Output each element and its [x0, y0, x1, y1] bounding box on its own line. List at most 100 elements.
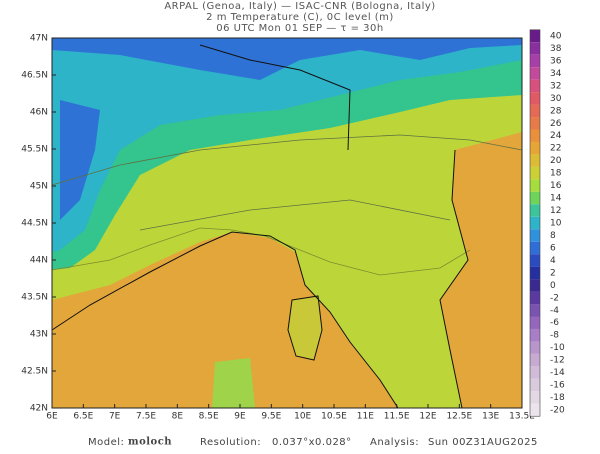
colorbar-label: 12 — [550, 206, 561, 216]
colorbar-swatch — [530, 154, 540, 167]
footer-label: Resolution: — [200, 437, 261, 448]
colorbar-swatch — [530, 129, 540, 142]
colorbar-swatch — [530, 29, 540, 43]
lon-tick-label: 6.5E — [73, 412, 93, 422]
colorbar-swatch — [530, 341, 540, 354]
colorbar-label: -20 — [550, 406, 565, 416]
colorbar-swatch — [530, 104, 540, 118]
lon-tick-label: 8.5E — [199, 412, 219, 422]
lon-tick-label: 12E — [419, 412, 436, 422]
colorbar-swatch — [530, 316, 540, 329]
colorbar-label: 32 — [550, 81, 561, 91]
lat-tick-label: 43.5N — [21, 293, 48, 303]
colorbar-label: -18 — [550, 393, 565, 403]
lat-tick-label: 44.5N — [21, 219, 48, 229]
lon-tick-label: 11.5E — [384, 412, 410, 422]
lon-tick-label: 13E — [482, 412, 499, 422]
colorbar-swatch — [530, 266, 540, 280]
colorbar-label: 36 — [550, 56, 562, 66]
lat-tick-label: 45.5N — [21, 145, 48, 155]
lat-tick-label: 47N — [30, 34, 48, 44]
colorbar-label: 20 — [550, 156, 562, 166]
colorbar-swatch — [530, 403, 540, 417]
colorbar-label: -8 — [550, 331, 559, 341]
colorbar-swatch — [530, 54, 540, 68]
lon-tick-label: 10E — [294, 412, 311, 422]
colorbar-label: 0 — [550, 281, 556, 291]
axis-ticks: 47N 46.5N 46N 45.5N 45N 44.5N 44N 43.5N 43N 42.5N… — [21, 34, 535, 422]
sardinia — [212, 358, 255, 408]
lat-tick-label: 45N — [30, 182, 48, 192]
colorbar-swatch — [530, 353, 540, 367]
colorbar-swatch — [530, 328, 540, 342]
contour — [51, 134, 523, 231]
colorbar-swatch — [530, 279, 540, 292]
adriatic — [440, 132, 522, 408]
lat-tick-label: 43N — [30, 330, 48, 340]
colorbar-swatch — [530, 92, 540, 105]
footer-label: Analysis: — [370, 437, 419, 448]
colorbar-label: 14 — [550, 194, 562, 204]
colorbar-swatch — [530, 291, 540, 305]
colorbar-swatch — [530, 191, 540, 205]
footer-value: 0.037°x0.028° — [272, 437, 352, 448]
colorbar-label: -16 — [550, 381, 565, 391]
lat-tick-label: 46N — [30, 108, 48, 118]
colorbar-label: 38 — [550, 44, 562, 54]
footer-label: Model: — [88, 437, 124, 448]
colorbar-label: 2 — [550, 268, 556, 278]
colorbar-label: -4 — [550, 306, 559, 316]
lon-tick-label: 7E — [109, 412, 121, 422]
colorbar-label: -2 — [550, 293, 559, 303]
colorbar-swatch — [530, 366, 540, 379]
colorbar: 4038363432302826242220181614121086420-2-… — [529, 29, 565, 417]
lon-tick-label: 9E — [234, 412, 246, 422]
colorbar-swatch — [530, 42, 540, 55]
coastline — [51, 44, 469, 409]
lon-tick-label: 11E — [357, 412, 374, 422]
colorbar-label: -14 — [550, 368, 565, 378]
colorbar-label: 28 — [550, 106, 562, 116]
colorbar-label: 18 — [550, 169, 562, 179]
colorbar-swatch — [530, 141, 540, 155]
colorbar-label: -6 — [550, 318, 559, 328]
colorbar-swatch — [530, 166, 540, 180]
colorbar-frame — [529, 29, 541, 417]
colorbar-swatch — [530, 67, 540, 80]
lon-tick-label: 8E — [172, 412, 184, 422]
title-line: 2 m Temperature (C), 0C level (m) — [206, 12, 394, 23]
footer-value: Sun 00Z31AUG2025 — [428, 437, 538, 448]
lon-tick-label: 13.5E — [509, 412, 535, 422]
title-line: 06 UTC Mon 01 SEP — τ = 30h — [216, 23, 383, 34]
lon-tick-label: 10.5E — [321, 412, 347, 422]
colorbar-label: 40 — [550, 32, 562, 42]
colorbar-label: 26 — [550, 119, 562, 129]
colorbar-label: 10 — [550, 219, 562, 229]
colorbar-label: 16 — [550, 181, 562, 191]
colorbar-label: 8 — [550, 231, 556, 241]
colorbar-swatch — [530, 378, 540, 392]
sea — [52, 232, 398, 408]
colorbar-swatch — [530, 391, 540, 404]
lon-tick-label: 9.5E — [261, 412, 281, 422]
colorbar-swatch — [530, 229, 540, 242]
colorbar-swatch — [530, 179, 540, 192]
lat-tick-label: 46.5N — [21, 71, 48, 81]
corsica — [288, 296, 322, 360]
colorbar-label: -10 — [550, 343, 565, 353]
colorbar-label: 34 — [550, 69, 562, 79]
colorbar-swatch — [530, 241, 540, 255]
lon-tick-label: 7.5E — [136, 412, 156, 422]
colorbar-swatch — [530, 254, 540, 267]
lat-tick-label: 42N — [30, 404, 48, 414]
colorbar-label: 22 — [550, 144, 561, 154]
lat-tick-label: 42.5N — [21, 367, 48, 377]
colorbar-swatch — [530, 117, 540, 130]
colorbar-label: 6 — [550, 243, 556, 253]
colorbar-swatch — [530, 79, 540, 93]
footer-value: moloch — [128, 437, 172, 448]
title-line: ARPAL (Genoa, Italy) — ISAC-CNR (Bologna… — [164, 1, 435, 12]
lon-tick-label: 6E — [46, 412, 58, 422]
colorbar-swatch — [530, 216, 540, 230]
